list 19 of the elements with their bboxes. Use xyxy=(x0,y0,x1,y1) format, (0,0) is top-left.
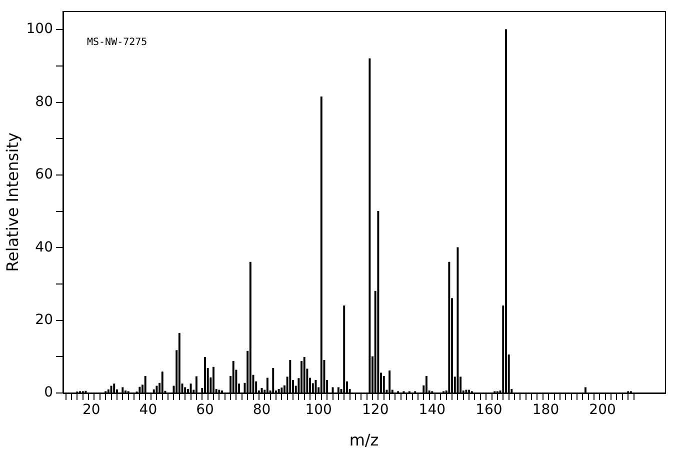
x-tick-label: 120 xyxy=(362,402,389,418)
annotation: MS-NW-7275 xyxy=(87,36,148,48)
x-tick-label: 80 xyxy=(252,402,271,418)
x-tick-label: 160 xyxy=(476,402,502,418)
x-axis-title: m/z xyxy=(349,430,379,450)
x-tick-label: 200 xyxy=(589,402,616,418)
y-tick-label: 0 xyxy=(44,384,53,401)
x-tick-label: 60 xyxy=(196,402,214,418)
y-tick-label: 60 xyxy=(35,166,53,183)
x-tick-label: 20 xyxy=(82,402,100,418)
x-tick-label: 180 xyxy=(532,402,560,418)
y-tick-label: 100 xyxy=(26,21,53,38)
x-tick-label: 40 xyxy=(139,402,158,418)
y-tick-label: 40 xyxy=(35,239,53,256)
y-tick-label: 20 xyxy=(35,312,53,328)
y-tick-label: 80 xyxy=(35,94,53,110)
x-tick-label: 140 xyxy=(418,402,446,418)
x-tick-label: 100 xyxy=(305,402,332,418)
y-axis-title: Relative Intensity xyxy=(2,132,22,272)
